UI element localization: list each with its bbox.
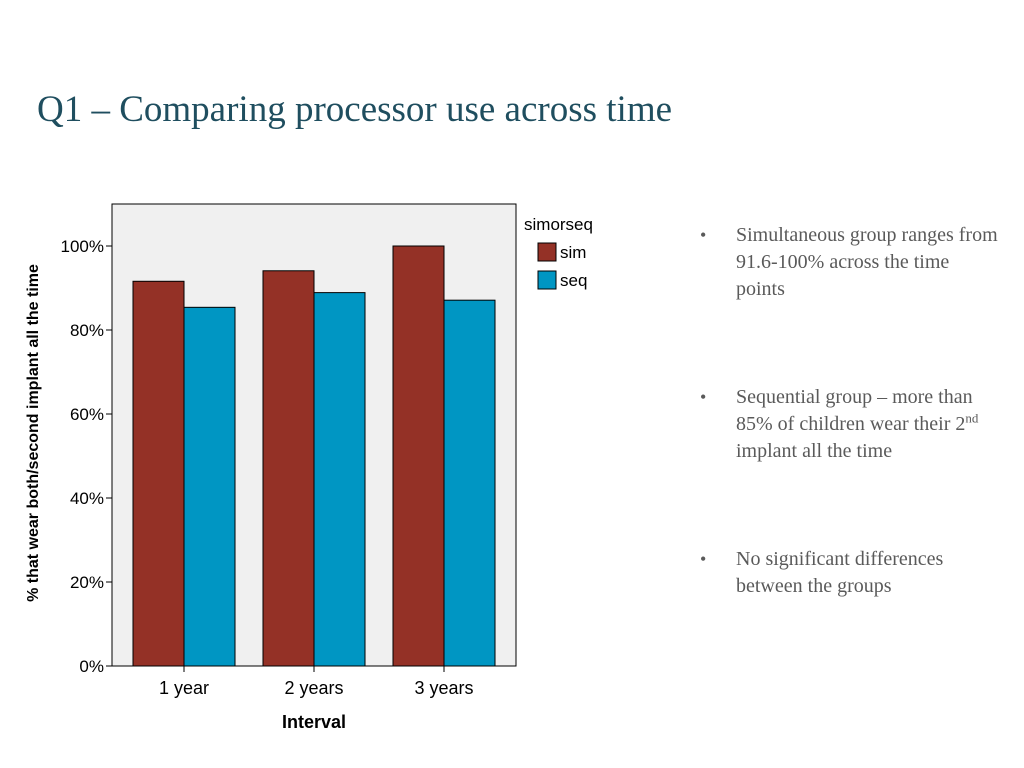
bullet-text: Simultaneous group ranges from 91.6-100%… — [736, 224, 998, 300]
bar-seq — [183, 306, 236, 667]
bar-sim — [392, 245, 445, 667]
y-tick-label: 20% — [70, 573, 104, 592]
bullet-text: No significant differences between the g… — [736, 548, 944, 597]
bullet-dot: • — [700, 225, 707, 245]
legend-title: simorseq — [524, 215, 593, 234]
bullet-text: implant all the time — [736, 440, 893, 462]
bar-chart: 0% 20% 40% 60% 80% 100% 1 year 2 years 3 years %… — [25, 203, 593, 732]
bullet-dot: • — [700, 549, 707, 569]
legend-swatch-sim — [537, 242, 557, 262]
x-tick-label: 1 year — [159, 678, 209, 698]
y-tick-label: 60% — [70, 405, 104, 424]
x-tick-label: 3 years — [414, 678, 473, 698]
x-axis-label: Interval — [282, 712, 346, 732]
bullet-item: • Simultaneous group ranges from 91.6-10… — [700, 222, 1000, 303]
bar-sim — [132, 280, 185, 667]
y-axis-label: % that wear both/second implant all the … — [25, 264, 42, 602]
bullet-superscript: nd — [965, 410, 979, 426]
bullet-list: • Simultaneous group ranges from 91.6-10… — [700, 222, 1000, 600]
x-tick-label: 2 years — [284, 678, 343, 698]
bullet-dot: • — [700, 387, 707, 407]
bullet-text: Sequential group – more than 85% of chil… — [736, 386, 973, 435]
y-tick-label: 0% — [79, 657, 104, 676]
bar-seq — [313, 292, 366, 667]
legend-swatch-seq — [537, 270, 557, 290]
y-tick-label: 80% — [70, 321, 104, 340]
y-tick-label: 40% — [70, 489, 104, 508]
bar-seq — [443, 299, 496, 667]
legend-label-sim: sim — [560, 243, 586, 262]
y-tick-label: 100% — [61, 237, 104, 256]
slide-title: Q1 – Comparing processor use across time — [37, 89, 673, 130]
bullet-item: • No significant differences between the… — [700, 546, 1000, 600]
legend-label-seq: seq — [560, 271, 587, 290]
bar-sim — [262, 270, 315, 667]
plot-area: 0% 20% 40% 60% 80% 100% 1 year 2 years 3 years — [61, 203, 517, 698]
bullet-item: • Sequential group – more than 85% of ch… — [700, 384, 1000, 465]
